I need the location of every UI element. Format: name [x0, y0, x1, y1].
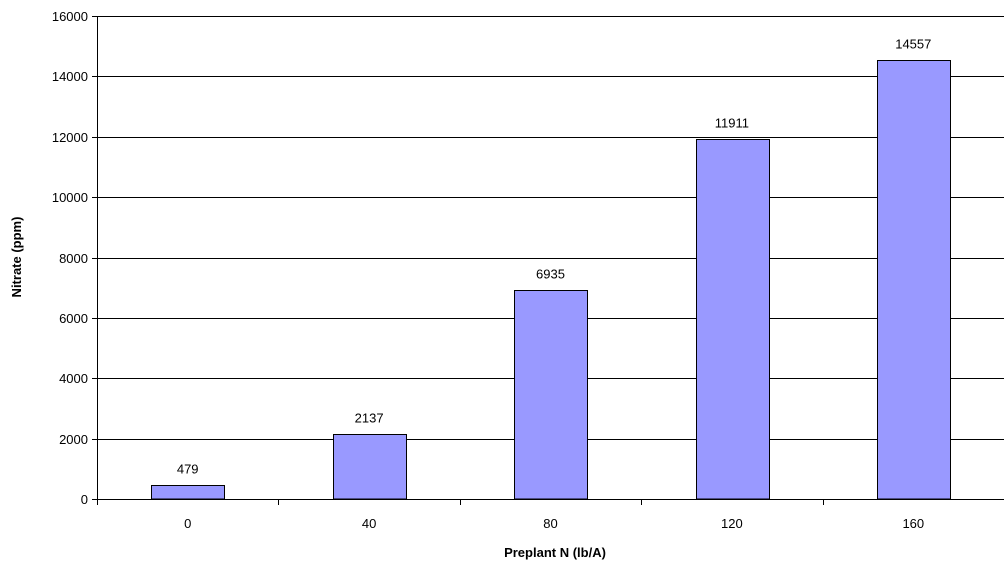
bar-80 [514, 290, 588, 500]
x-tick-label: 40 [362, 516, 376, 531]
y-tick-label: 14000 [52, 69, 88, 84]
data-labels: 479 2137 6935 11911 14557 [177, 37, 932, 477]
bar-40 [333, 434, 407, 500]
y-tick-label: 0 [81, 492, 88, 507]
bars [151, 60, 951, 500]
x-tick-label: 120 [721, 516, 743, 531]
data-label: 11911 [715, 116, 749, 131]
bar-120 [696, 139, 770, 500]
y-tick-label: 4000 [59, 371, 88, 386]
data-label: 2137 [355, 411, 384, 426]
bar-0 [151, 485, 225, 500]
y-axis-title: Nitrate (ppm) [9, 217, 24, 298]
y-tick-label: 12000 [52, 130, 88, 145]
x-axis-title: Preplant N (lb/A) [504, 545, 606, 560]
x-tick-label: 160 [902, 516, 924, 531]
data-label: 14557 [895, 37, 931, 52]
data-label: 479 [177, 462, 199, 477]
y-tick-label: 10000 [52, 190, 88, 205]
y-tick-label: 16000 [52, 9, 88, 24]
y-tick-label: 2000 [59, 432, 88, 447]
x-tick-label: 0 [184, 516, 191, 531]
bar-160 [877, 60, 951, 500]
axes: 0 2000 4000 6000 8000 10000 12000 14000 16000 0 40… [52, 9, 1004, 531]
y-tick-label: 8000 [59, 251, 88, 266]
y-tick-label: 6000 [59, 311, 88, 326]
x-tick-label: 80 [543, 516, 557, 531]
data-label: 6935 [536, 267, 565, 282]
